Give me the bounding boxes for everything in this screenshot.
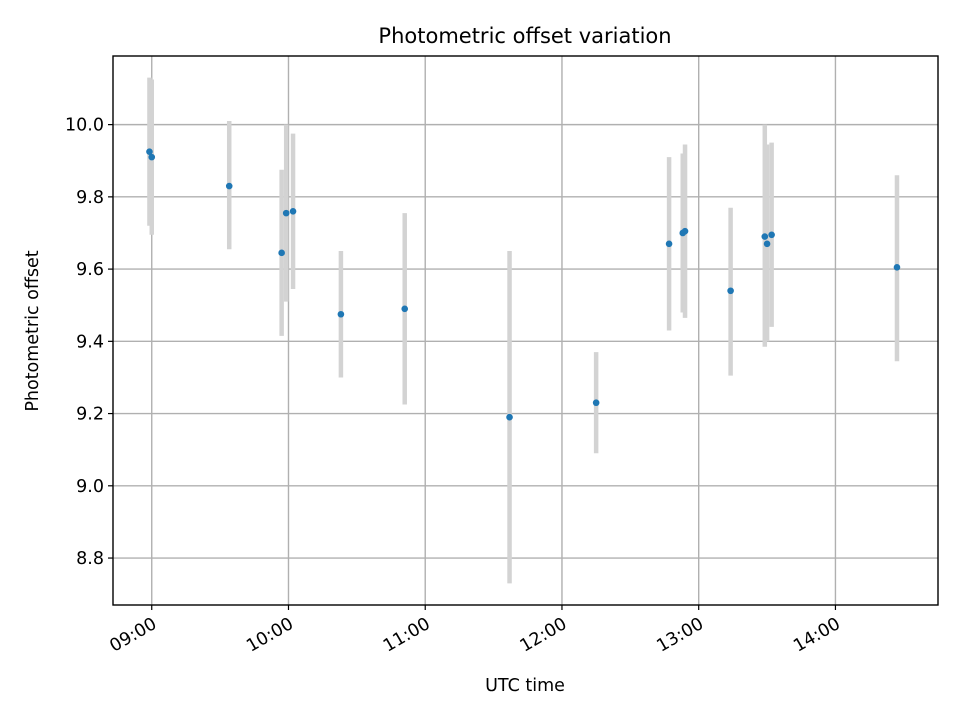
y-tick-label: 8.8: [76, 549, 104, 569]
plot-area-background: [113, 56, 938, 605]
data-point: [289, 208, 297, 215]
y-tick-label: 9.4: [76, 332, 104, 352]
data-point: [401, 305, 409, 313]
data-point: [146, 148, 153, 156]
y-tick-label: 9.8: [76, 188, 104, 208]
data-point: [763, 240, 771, 248]
data-points: [146, 148, 901, 421]
y-tick-label: 9.6: [76, 260, 104, 280]
data-point: [592, 399, 600, 407]
data-point: [665, 240, 673, 248]
y-tick-label: 9.0: [76, 477, 104, 497]
data-point: [278, 249, 285, 257]
y-tick-label: 9.2: [76, 405, 104, 425]
y-tick-labels: 8.8 9.0 9.2 9.4 9.6 9.8 10.0: [65, 116, 104, 569]
data-point: [225, 182, 233, 190]
x-axis-label: UTC time: [485, 676, 565, 696]
plot-frame: [112, 55, 939, 606]
data-point: [727, 287, 734, 295]
axis-ticks: [108, 124, 837, 610]
data-point: [282, 209, 290, 217]
data-point: [768, 231, 775, 239]
y-tick-label: 10.0: [65, 116, 104, 136]
data-point: [506, 413, 513, 421]
data-point: [893, 263, 901, 271]
chart-title: Photometric offset variation: [378, 24, 671, 48]
data-point: [761, 233, 769, 240]
y-axis-label: Photometric offset: [23, 250, 43, 411]
grid: [113, 56, 938, 605]
data-point: [148, 153, 156, 161]
data-point: [681, 227, 689, 235]
data-point: [337, 310, 345, 318]
